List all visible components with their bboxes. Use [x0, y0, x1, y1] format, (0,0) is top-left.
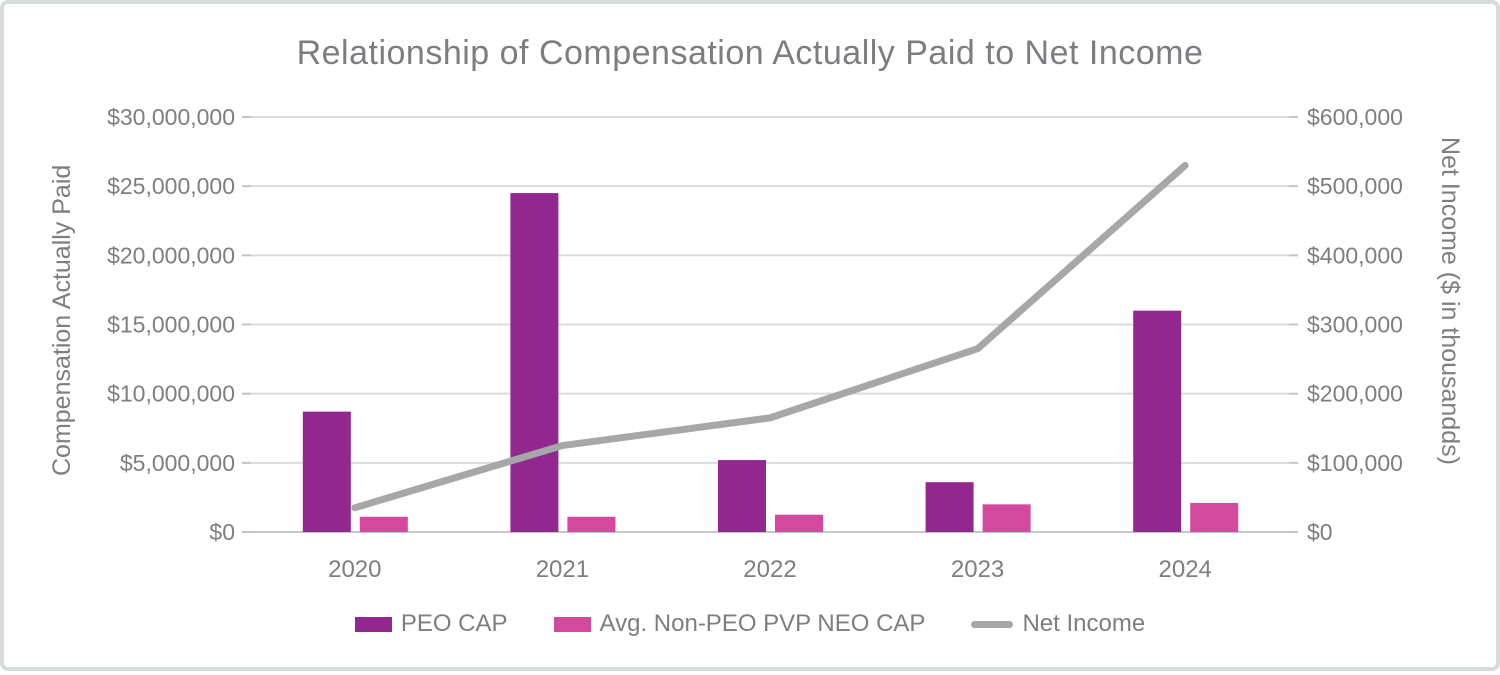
peo-cap-bar-2021: [510, 193, 559, 533]
right-axis-tick-label: $300,000: [1307, 312, 1403, 338]
right-axis-tick-label: $600,000: [1307, 104, 1403, 130]
net-income-line: [351, 161, 1189, 512]
x-axis-label-2022: 2022: [743, 556, 796, 583]
avg-non-peo-pvp-neo-cap-bar-2020: [359, 516, 408, 532]
right-axis-tick-label: $200,000: [1307, 381, 1403, 407]
x-axis-label-2023: 2023: [951, 556, 1004, 583]
avg-non-peo-pvp-neo-cap-bar-2022: [775, 514, 823, 532]
left-axis-tick-label: $5,000,000: [120, 450, 235, 476]
peo-cap-bar-2022: [718, 460, 766, 532]
left-axis-tick-label: $30,000,000: [107, 104, 235, 130]
left-axis-tick-label: $15,000,000: [107, 312, 235, 338]
legend-item-net-income: Net Income: [971, 610, 1145, 638]
legend-label: PEO CAP: [400, 610, 508, 637]
peo-cap-bar-2023: [925, 482, 974, 532]
left-axis-tick-label: $0: [209, 519, 235, 545]
legend-swatch-icon: [354, 616, 392, 632]
x-axis-label-2020: 2020: [328, 556, 381, 583]
legend: PEO CAP Avg. Non-PEO PVP NEO CAP Net Incom…: [4, 610, 1496, 638]
legend-line-icon: [971, 620, 1014, 628]
x-axis-label-2024: 2024: [1159, 556, 1212, 583]
avg-non-peo-pvp-neo-cap-bar-2021: [567, 516, 616, 532]
right-axis-tick-label: $400,000: [1307, 242, 1403, 268]
x-axis-label-2021: 2021: [536, 556, 589, 583]
legend-item-peo-cap: PEO CAP: [354, 610, 508, 638]
left-axis-tick-label: $10,000,000: [107, 381, 235, 407]
peo-cap-bar-2020: [302, 411, 351, 532]
legend-label: Avg. Non-PEO PVP NEO CAP: [599, 610, 926, 637]
avg-non-peo-pvp-neo-cap-bar-2023: [982, 504, 1031, 532]
right-axis-tick-label: $0: [1307, 519, 1333, 545]
legend-item-avg-non-peo-pvp-neo-cap: Avg. Non-PEO PVP NEO CAP: [553, 610, 926, 638]
avg-non-peo-pvp-neo-cap-bar-2024: [1190, 502, 1239, 532]
chart-title: Relationship of Compensation Actually Pa…: [296, 34, 1204, 72]
legend-label: Net Income: [1022, 610, 1146, 637]
right-axis-tick-label: $100,000: [1307, 450, 1403, 476]
left-axis-tick-label: $20,000,000: [107, 242, 235, 268]
peo-cap-bar-2024: [1133, 310, 1182, 532]
plot-area: $0 $0 $5,000,000 $100,000 $10,000,000 $200,00…: [107, 104, 1403, 583]
left-axis-tick-label: $25,000,000: [107, 173, 235, 199]
legend-swatch-icon: [553, 616, 591, 632]
right-axis-tick-label: $500,000: [1307, 173, 1403, 199]
